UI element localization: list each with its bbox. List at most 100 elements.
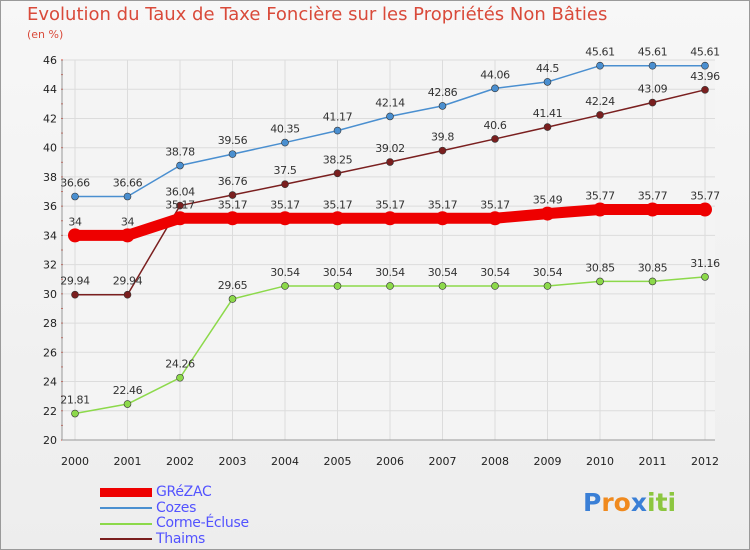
data-label: 35.17 — [480, 198, 510, 211]
data-label: 44.5 — [536, 62, 559, 75]
data-point — [701, 86, 709, 94]
data-point — [333, 169, 342, 178]
x-tick-label: 2010 — [586, 455, 614, 468]
data-label: 30.54 — [480, 266, 510, 279]
y-tick-label: 40 — [43, 142, 57, 155]
data-point — [281, 180, 289, 189]
data-label: 35.17 — [428, 198, 458, 211]
data-label: 30.85 — [585, 261, 615, 274]
data-label: 29.65 — [218, 279, 248, 292]
data-label: 34 — [121, 215, 135, 228]
legend-label: Thaims — [156, 530, 206, 547]
data-label: 39.8 — [431, 131, 454, 144]
y-tick-label: 46 — [43, 54, 57, 67]
data-point — [488, 211, 502, 226]
data-label: 31.16 — [690, 257, 720, 270]
data-point — [333, 126, 342, 135]
data-label: 30.54 — [323, 266, 353, 279]
data-label: 38.78 — [165, 146, 195, 159]
data-point — [176, 201, 184, 210]
data-label: 35.17 — [218, 198, 248, 211]
data-point — [438, 146, 447, 155]
data-point — [278, 211, 292, 226]
data-point — [281, 138, 289, 147]
data-point — [228, 295, 237, 303]
data-label: 42.14 — [375, 96, 405, 109]
x-tick-label: 2001 — [114, 455, 142, 468]
data-label: 35.77 — [585, 190, 615, 203]
y-tick-label: 24 — [43, 376, 57, 389]
logo-letter: i — [647, 488, 656, 517]
legend-swatch — [100, 488, 152, 498]
data-point — [228, 150, 237, 158]
data-point — [123, 290, 132, 299]
logo-letter: r — [601, 488, 614, 517]
legend-label: Cozes — [156, 499, 197, 516]
data-label: 30.54 — [375, 266, 405, 279]
data-label: 36.04 — [165, 186, 195, 199]
data-label: 35.77 — [638, 190, 668, 203]
data-label: 43.09 — [638, 83, 668, 96]
data-point — [698, 202, 712, 217]
data-point — [71, 409, 79, 418]
data-label: 35.17 — [375, 198, 405, 211]
data-label: 22.46 — [113, 384, 143, 397]
legend-label: Corme-Écluse — [156, 515, 249, 532]
data-label: 45.61 — [638, 46, 668, 59]
logo-letter: P — [583, 488, 602, 517]
data-label: 35.17 — [323, 198, 353, 211]
data-point — [438, 282, 447, 290]
data-point — [228, 191, 237, 199]
data-label: 39.02 — [375, 142, 405, 155]
data-point — [435, 211, 450, 226]
chart-title: Evolution du Taux de Taxe Foncière sur l… — [27, 4, 608, 25]
y-tick-label: 44 — [43, 83, 57, 96]
data-point — [701, 273, 709, 281]
data-label: 29.94 — [113, 275, 143, 288]
legend-swatch — [100, 522, 152, 525]
data-label: 44.06 — [480, 68, 510, 81]
y-tick-label: 28 — [43, 317, 57, 330]
data-label: 42.24 — [585, 95, 615, 108]
data-point — [71, 290, 79, 299]
data-point — [593, 202, 607, 217]
data-point — [438, 102, 447, 110]
data-label: 24.26 — [165, 358, 195, 371]
y-tick-label: 32 — [43, 259, 57, 272]
data-label: 30.54 — [270, 266, 300, 279]
x-tick-label: 2007 — [429, 455, 457, 468]
x-tick-label: 2012 — [691, 455, 719, 468]
data-label: 36.66 — [113, 177, 143, 190]
y-tick-label: 20 — [43, 434, 57, 447]
legend-item: GRéZAC — [100, 485, 249, 501]
data-label: 30.85 — [638, 261, 668, 274]
proxiti-logo: Proxiti — [583, 488, 676, 517]
data-point — [330, 211, 345, 226]
data-point — [596, 111, 604, 119]
data-label: 45.61 — [690, 46, 720, 59]
data-point — [648, 98, 657, 107]
y-axis-unit: (en %) — [27, 28, 64, 41]
data-label: 42.86 — [428, 86, 458, 99]
data-point — [645, 202, 660, 217]
data-point — [386, 158, 394, 166]
data-point — [176, 161, 184, 170]
data-label: 34 — [68, 215, 82, 228]
y-tick-label: 38 — [43, 171, 57, 184]
data-label: 30.54 — [428, 266, 458, 279]
x-tick-label: 2000 — [61, 455, 89, 468]
data-point — [68, 228, 82, 243]
data-point — [281, 282, 289, 290]
plot-area — [62, 60, 715, 440]
data-point — [596, 61, 604, 70]
logo-letter: x — [630, 488, 647, 517]
y-tick-label: 36 — [43, 200, 57, 213]
data-label: 41.17 — [323, 111, 353, 124]
data-label: 40.35 — [270, 123, 300, 136]
chart-legend: GRéZAC Cozes Corme-Écluse Thaims — [100, 485, 249, 547]
data-label: 45.61 — [585, 46, 615, 59]
x-tick-label: 2008 — [481, 455, 509, 468]
data-point — [225, 211, 240, 226]
logo-letter: o — [613, 488, 631, 517]
y-tick-label: 30 — [43, 288, 57, 301]
